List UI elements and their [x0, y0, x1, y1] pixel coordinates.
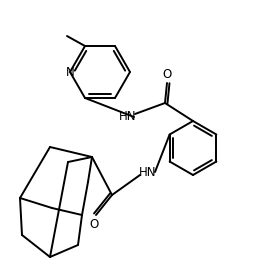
Text: HN: HN: [139, 165, 157, 178]
Text: HN: HN: [119, 110, 137, 124]
Text: O: O: [89, 218, 99, 232]
Text: O: O: [162, 68, 172, 81]
Text: N: N: [66, 65, 74, 78]
